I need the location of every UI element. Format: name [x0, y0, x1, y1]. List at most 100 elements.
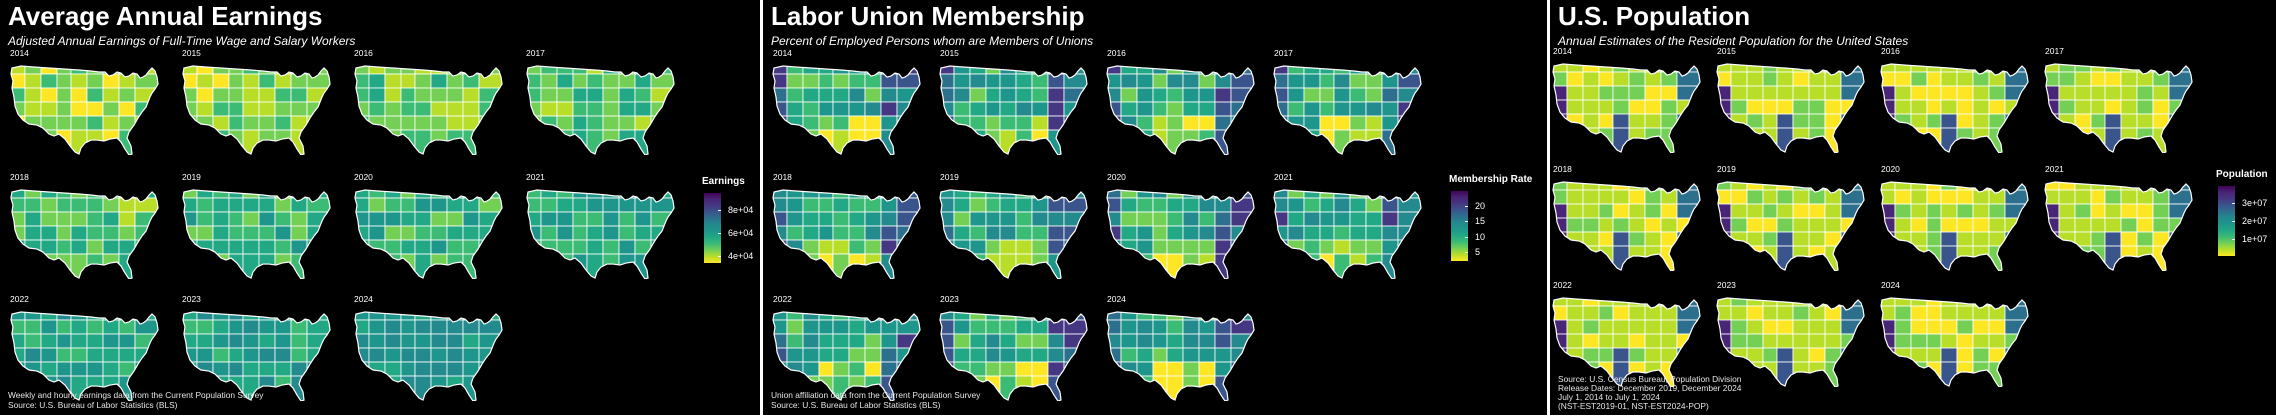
state-region — [1940, 99, 1958, 115]
state-region — [1881, 361, 1896, 388]
state-region — [572, 197, 588, 213]
us-outline — [526, 65, 675, 156]
state-region — [1792, 99, 1810, 115]
state-region — [1349, 87, 1367, 103]
state-region — [368, 319, 386, 335]
state-region — [1628, 99, 1646, 115]
state-region — [1598, 231, 1614, 247]
state-region — [2058, 85, 2076, 101]
state-region — [384, 347, 402, 363]
state-region — [1988, 333, 2006, 349]
state-region — [70, 319, 88, 335]
legend-tick — [718, 210, 721, 212]
state-region — [586, 66, 604, 75]
state-region — [1940, 64, 1958, 73]
state-region — [2004, 361, 2028, 388]
state-region — [290, 225, 308, 241]
state-region — [118, 101, 136, 117]
state-region — [102, 211, 120, 227]
state-region — [1717, 127, 1732, 154]
state-region — [1015, 375, 1033, 402]
state-region — [1840, 245, 1864, 272]
state-region — [1717, 333, 1732, 349]
state-region — [1047, 225, 1065, 241]
state-region — [242, 73, 260, 89]
caption-line-4: (NST-EST2019-01, NST-EST2024-POP) — [1558, 401, 1709, 411]
map-2024: 2024 — [1879, 280, 2039, 388]
state-region — [2058, 71, 2076, 87]
state-region — [1926, 217, 1942, 233]
state-region — [818, 115, 834, 131]
map-2016: 2016 — [1879, 46, 2039, 154]
map-2016: 2016 — [352, 48, 512, 156]
state-region — [1198, 129, 1216, 156]
state-region — [242, 361, 260, 377]
legend-tick — [2232, 221, 2235, 222]
state-region — [1926, 347, 1942, 363]
us-map-2022 — [10, 311, 159, 402]
state-region — [1894, 361, 1912, 388]
state-region — [526, 115, 542, 131]
state-region — [1746, 333, 1764, 349]
state-region — [940, 361, 955, 377]
state-region — [2136, 127, 2154, 154]
state-region — [1746, 71, 1764, 87]
state-region — [1926, 189, 1942, 205]
state-region — [634, 66, 652, 75]
map-2020: 2020 — [1879, 164, 2039, 272]
state-region — [1972, 99, 1990, 115]
state-region — [1644, 99, 1662, 115]
state-region — [1598, 99, 1614, 115]
state-region — [586, 239, 604, 255]
state-region — [1792, 361, 1810, 388]
state-region — [572, 225, 588, 241]
state-region — [400, 115, 416, 131]
state-region — [384, 87, 402, 103]
state-region — [1230, 375, 1254, 402]
state-region — [1730, 333, 1748, 349]
state-region — [1660, 182, 1678, 191]
state-region — [1287, 87, 1305, 103]
us-outline — [939, 65, 1088, 156]
state-region — [848, 347, 866, 363]
state-region — [1274, 115, 1289, 131]
us-outline — [1716, 181, 1865, 272]
us-map-2018 — [772, 189, 921, 280]
state-region — [274, 239, 292, 255]
state-region — [818, 361, 834, 377]
state-region — [1746, 217, 1764, 233]
state-region — [212, 197, 230, 213]
state-region — [880, 66, 898, 75]
state-region — [102, 129, 120, 156]
state-region — [602, 115, 620, 131]
state-region — [1031, 361, 1049, 377]
state-region — [985, 361, 1001, 377]
state-region — [2136, 245, 2154, 272]
state-region — [1031, 375, 1049, 402]
legend-tick-label: 1e+07 — [2242, 233, 2268, 244]
state-region — [1166, 253, 1184, 280]
us-map-2024 — [1106, 311, 1255, 402]
state-region — [1047, 347, 1065, 363]
state-region — [2152, 182, 2170, 191]
state-region — [196, 347, 214, 363]
state-region — [1956, 333, 1974, 349]
state-region — [1910, 298, 1928, 307]
state-region — [1808, 127, 1826, 154]
state-region — [1910, 85, 1928, 101]
state-region — [2104, 71, 2122, 87]
state-region — [2074, 99, 2092, 115]
state-region — [1319, 73, 1335, 89]
state-region — [182, 333, 198, 349]
state-region — [1582, 333, 1600, 349]
state-region — [446, 347, 464, 363]
us-outline — [1716, 63, 1865, 154]
state-region — [1381, 66, 1399, 75]
state-region — [1015, 361, 1033, 377]
state-region — [1120, 347, 1138, 363]
state-region — [1031, 129, 1049, 156]
state-region — [1926, 182, 1942, 191]
state-region — [2058, 189, 2076, 205]
state-region — [400, 361, 416, 377]
state-region — [1792, 203, 1810, 219]
